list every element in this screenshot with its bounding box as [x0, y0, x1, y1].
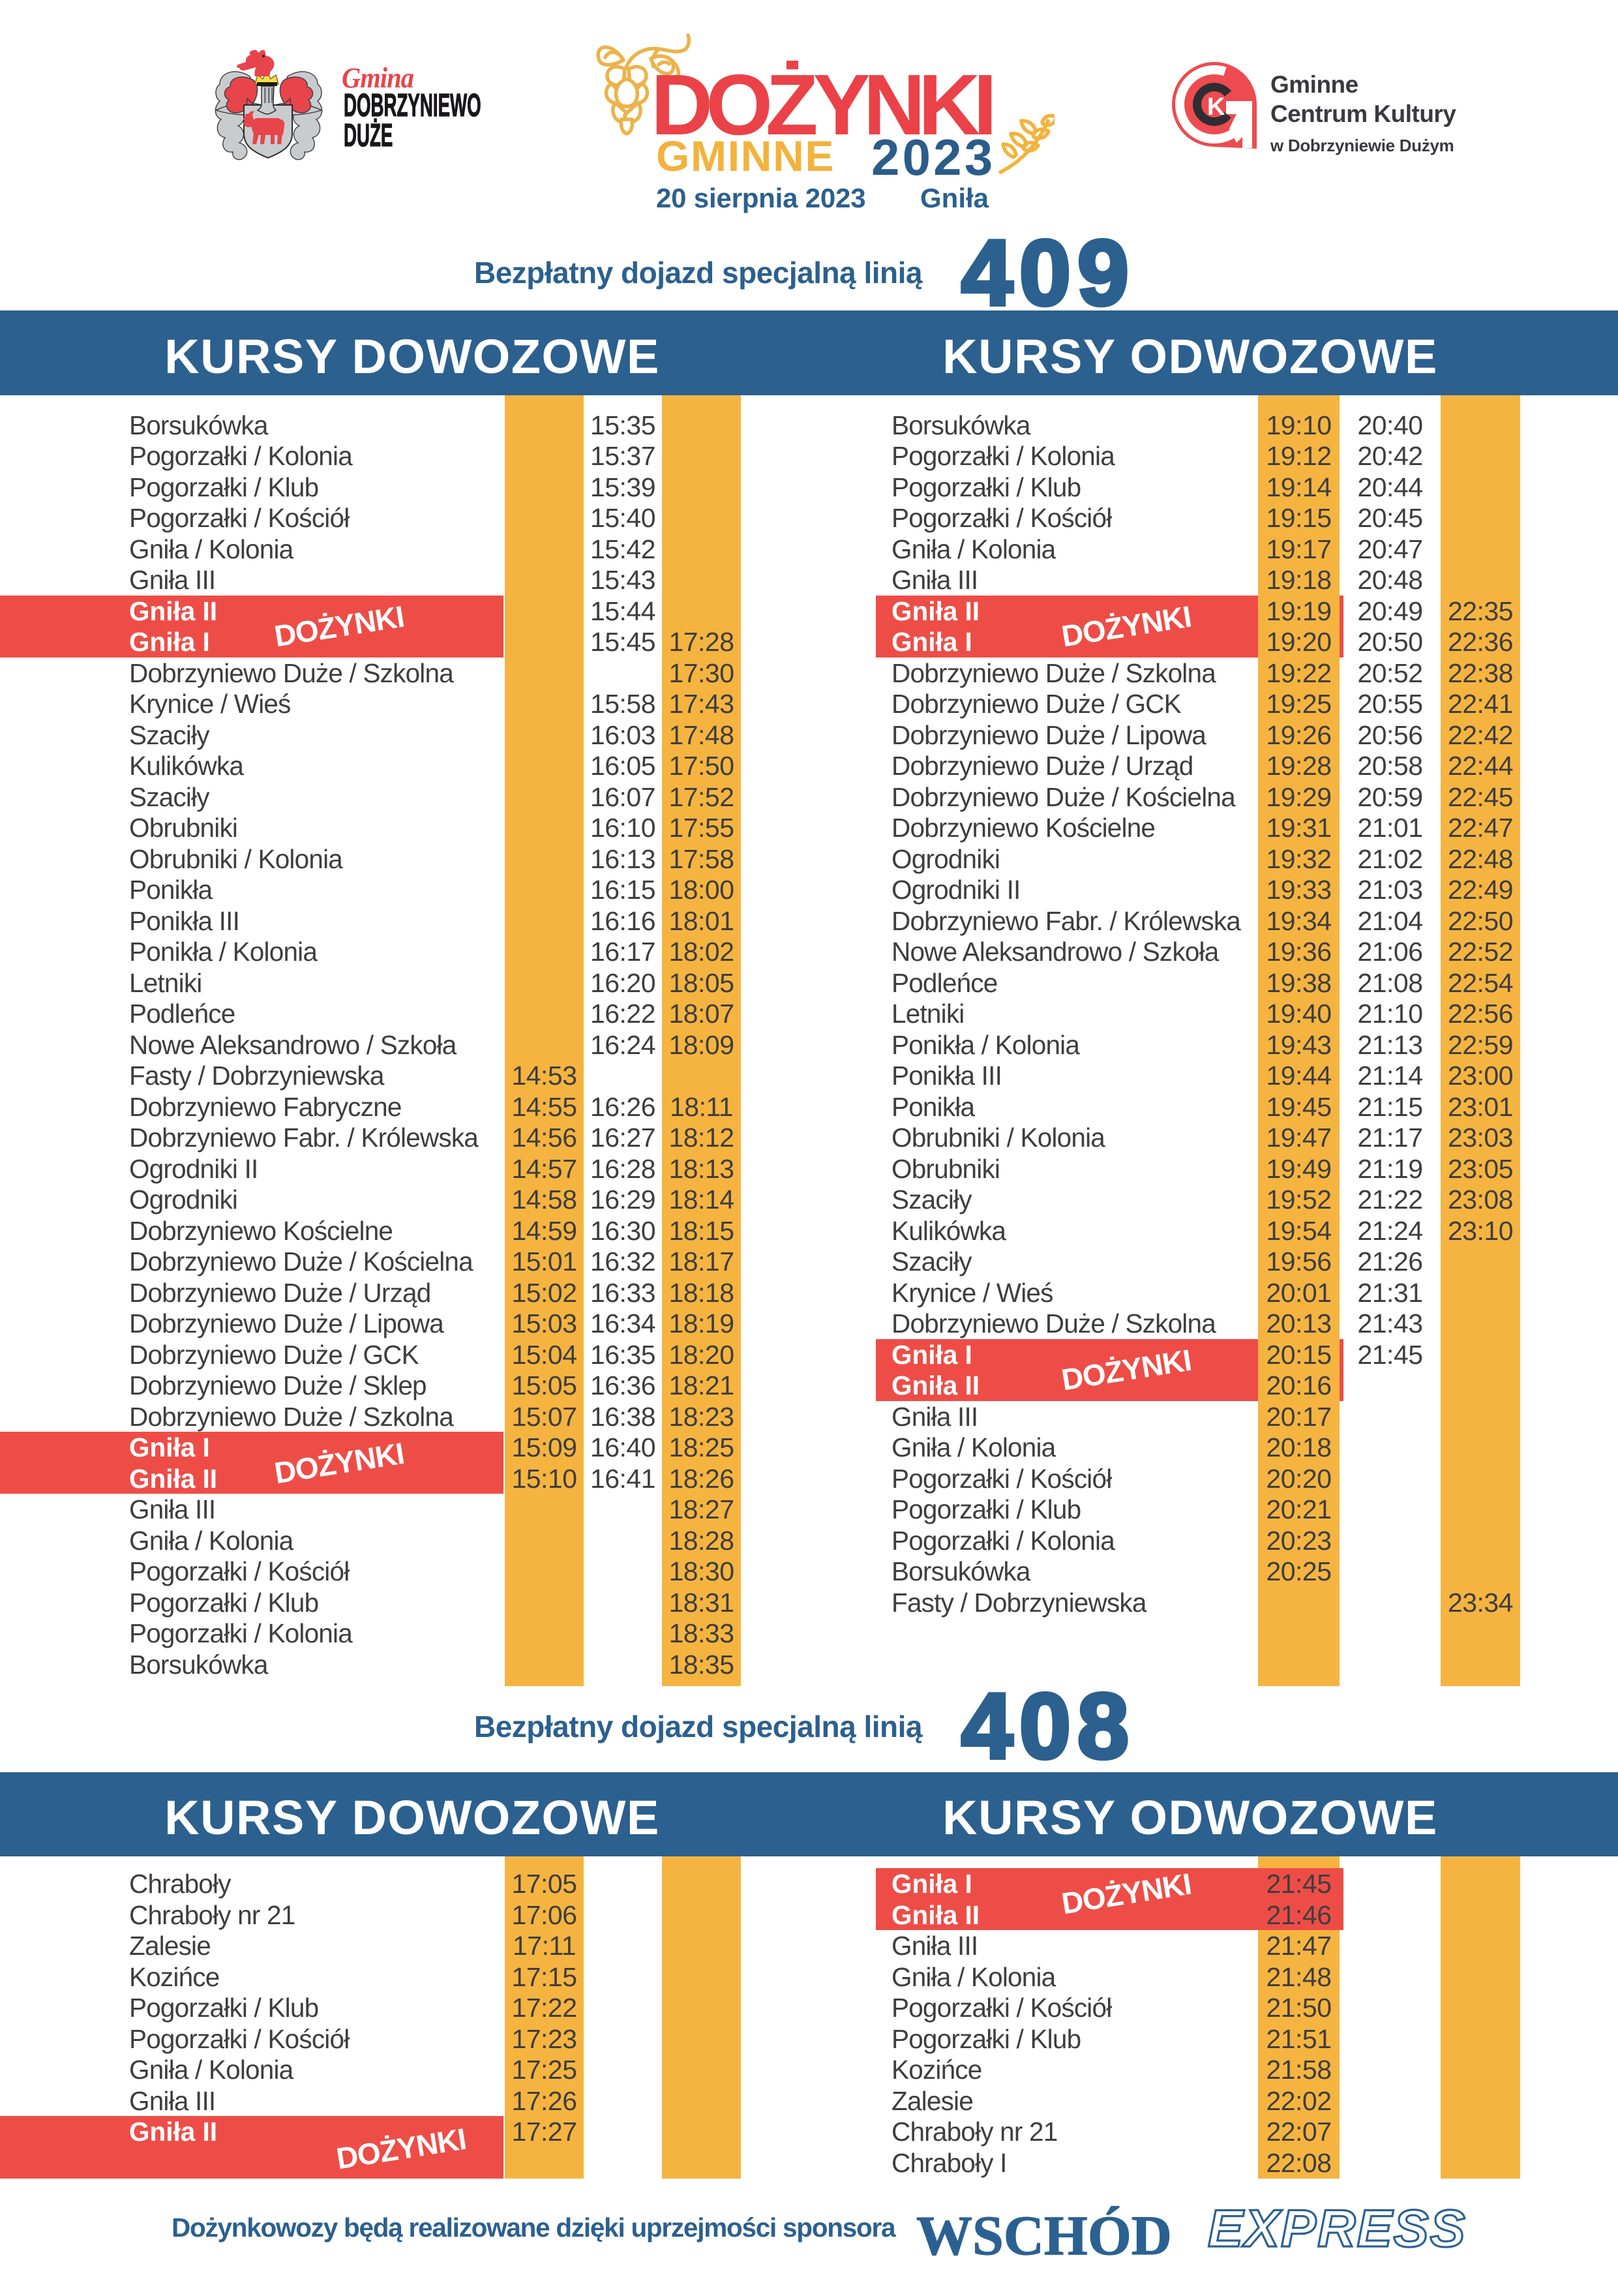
svg-text:K: K — [1207, 93, 1225, 121]
